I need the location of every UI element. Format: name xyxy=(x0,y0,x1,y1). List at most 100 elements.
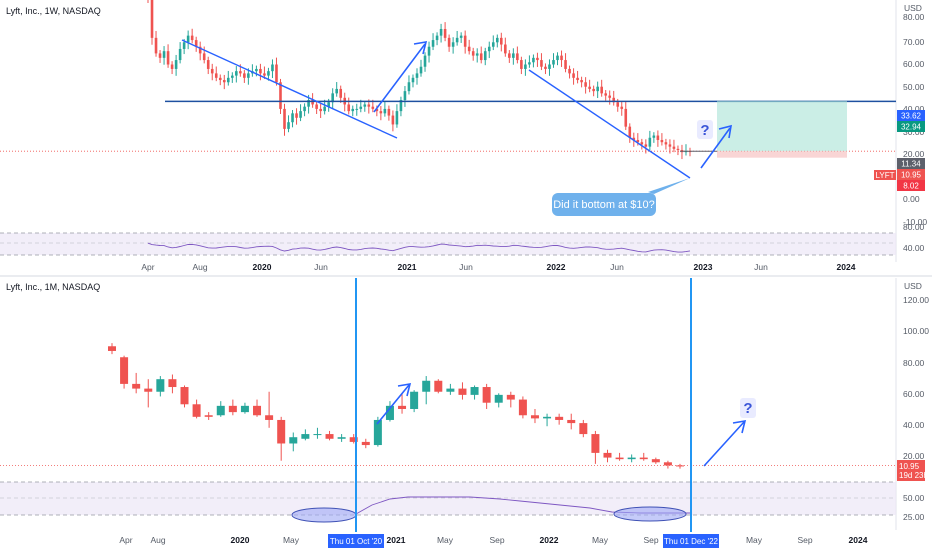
weekly-candle-body xyxy=(435,35,439,41)
weekly-candle-body xyxy=(427,46,431,56)
weekly-candle-body xyxy=(640,142,644,145)
long-position-stop-zone xyxy=(717,151,847,158)
weekly-candle-body xyxy=(636,139,640,143)
monthly-candle-body xyxy=(482,387,491,403)
weekly-x-tick: Jun xyxy=(610,262,624,272)
callout-box xyxy=(552,193,656,216)
weekly-candle-body xyxy=(512,53,515,58)
weekly-candle-body xyxy=(548,64,551,69)
weekly-candle-body xyxy=(672,146,676,149)
weekly-candle-body xyxy=(504,44,507,54)
weekly-candle-body xyxy=(487,46,491,52)
up-arrow-head-1 xyxy=(413,41,428,55)
tag-symbol: LYFT xyxy=(876,171,895,180)
weekly-candle-body xyxy=(355,108,359,110)
monthly-candle-body xyxy=(228,405,237,413)
monthly-rsi-tick: 25.00 xyxy=(903,512,925,522)
monthly-x-tick: May xyxy=(746,535,763,545)
weekly-candle-body xyxy=(399,100,403,112)
weekly-candle-body xyxy=(339,88,343,98)
monthly-up-arrow-line-2 xyxy=(703,421,745,467)
monthly-candle-body xyxy=(349,437,358,442)
weekly-candle-body xyxy=(206,60,210,69)
weekly-rsi-tick: 80.00 xyxy=(903,222,925,232)
weekly-candle-body xyxy=(676,148,680,150)
weekly-candle-body xyxy=(568,68,571,74)
monthly-candle-body xyxy=(132,383,141,389)
monthly-x-tick: Sep xyxy=(797,535,812,545)
weekly-candle-body xyxy=(295,113,298,118)
weekly-candle-body xyxy=(668,144,672,147)
monthly-tag-countdown: 19d 23h xyxy=(899,471,928,480)
weekly-candle-body xyxy=(303,106,306,112)
monthly-candle-body xyxy=(410,391,419,409)
tag-level-second: 32.94 xyxy=(901,123,922,132)
weekly-candle-body xyxy=(524,64,527,69)
weekly-candle-body xyxy=(239,71,242,74)
weekly-x-tick: 2021 xyxy=(398,262,417,272)
weekly-candle-body xyxy=(624,108,628,127)
weekly-candle-body xyxy=(656,135,660,140)
weekly-candle-body xyxy=(331,93,334,103)
monthly-candle-body xyxy=(301,434,310,439)
weekly-chart: Lyft, Inc., 1W, NASDAQ USD 80.00 70.00 60.… xyxy=(0,0,927,272)
weekly-x-tick: Jun xyxy=(754,262,768,272)
monthly-candle-body xyxy=(361,441,370,446)
weekly-candle-body xyxy=(483,51,487,61)
weekly-candle-body xyxy=(540,60,543,67)
monthly-x-tick: May xyxy=(592,535,609,545)
weekly-candle-body xyxy=(335,88,338,94)
weekly-candle-body xyxy=(231,75,234,78)
weekly-y-tick: 50.00 xyxy=(903,82,925,92)
monthly-candle-body xyxy=(180,387,189,405)
weekly-candle-body xyxy=(174,60,178,69)
weekly-candle-body xyxy=(443,28,447,38)
monthly-up-arrow-head-1 xyxy=(397,383,412,397)
weekly-candle-body xyxy=(307,100,310,107)
weekly-candle-body xyxy=(644,144,648,147)
tag-bg-level-top xyxy=(897,110,925,121)
monthly-candle-body xyxy=(398,405,407,409)
callout-pointer xyxy=(648,178,690,194)
weekly-candle-body xyxy=(528,62,531,65)
weekly-candles xyxy=(147,0,692,160)
weekly-candle-body xyxy=(222,80,226,83)
monthly-rsi-band xyxy=(0,482,896,515)
weekly-candle-body xyxy=(479,53,483,61)
weekly-candle-body xyxy=(190,35,194,41)
monthly-question-badge-bg xyxy=(740,398,756,418)
weekly-rsi-band xyxy=(0,233,896,255)
weekly-candle-body xyxy=(347,104,351,112)
monthly-rsi-line xyxy=(355,496,690,515)
question-badge-bg xyxy=(697,120,713,139)
marker-label-bg-2 xyxy=(663,534,719,548)
monthly-candle-body xyxy=(289,437,298,444)
monthly-up-arrow-head-2 xyxy=(732,420,747,434)
weekly-candle-body xyxy=(572,73,575,78)
monthly-x-tick: 2020 xyxy=(231,535,250,545)
weekly-y-tick: -10.00 xyxy=(903,217,927,227)
weekly-candle-body xyxy=(387,108,391,116)
tag-bg-level-second xyxy=(897,121,925,132)
weekly-candle-body xyxy=(431,40,435,47)
weekly-x-tick: 2020 xyxy=(253,262,272,272)
weekly-candle-body xyxy=(158,53,162,58)
weekly-candle-body xyxy=(226,77,230,83)
monthly-candle-body xyxy=(204,415,213,417)
monthly-candle-body xyxy=(253,405,262,416)
weekly-rsi-pane: 80.00 40.00 xyxy=(0,222,925,256)
weekly-candle-body xyxy=(584,82,587,87)
weekly-candle-body xyxy=(508,53,511,58)
weekly-candle-body xyxy=(283,108,286,129)
weekly-candle-body xyxy=(664,142,668,145)
weekly-candle-body xyxy=(218,77,222,81)
weekly-candle-body xyxy=(419,66,423,74)
monthly-candle-body xyxy=(470,387,479,395)
monthly-candle-body xyxy=(530,415,539,419)
weekly-currency-label: USD xyxy=(904,3,922,13)
tag-last: 10.95 xyxy=(901,171,922,180)
monthly-y-axis: 120.00 100.00 80.00 60.00 40.00 20.00 xyxy=(903,295,929,461)
weekly-candle-body xyxy=(259,68,262,74)
monthly-x-tick: Sep xyxy=(643,535,658,545)
monthly-candle-body xyxy=(265,415,274,420)
